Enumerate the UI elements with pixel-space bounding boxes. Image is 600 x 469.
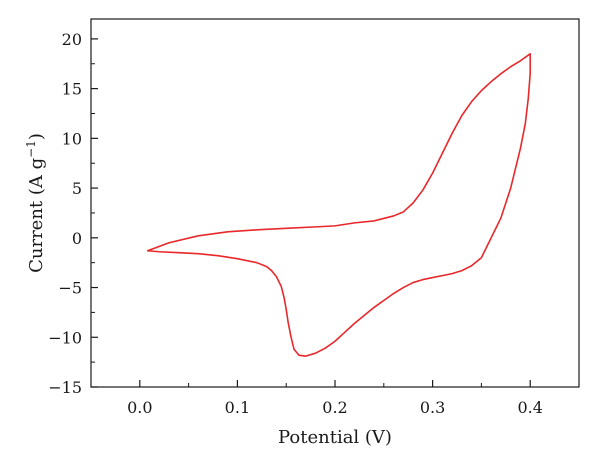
y-axis-title-main: Current (A g	[26, 158, 47, 273]
y-tick-label: 0	[72, 229, 82, 248]
x-tick-label: 0.3	[420, 398, 445, 417]
x-ticks: 0.0 0.1 0.2 0.3 0.4	[127, 380, 543, 417]
y-tick-label: 10	[62, 129, 82, 148]
x-tick-label: 0.2	[322, 398, 347, 417]
x-tick-label: 0.0	[127, 398, 152, 417]
y-axis-title-superscript: −1	[24, 140, 38, 158]
x-tick-label: 0.1	[225, 398, 250, 417]
y-tick-label: 20	[62, 30, 82, 49]
y-tick-label: −10	[48, 328, 82, 347]
x-tick-label: 0.4	[517, 398, 542, 417]
y-tick-label: 15	[62, 80, 82, 99]
y-axis-title: Current (A g−1)	[24, 133, 47, 273]
cv-curve-line	[146, 53, 532, 357]
y-ticks: −15 −10 −5 0 5 10 15 20	[48, 30, 98, 397]
series-layer	[146, 53, 532, 357]
y-tick-label: 5	[72, 179, 82, 198]
y-tick-label: −5	[58, 279, 82, 298]
y-axis-title-close: )	[26, 133, 47, 140]
y-tick-label: −15	[48, 378, 82, 397]
x-axis-title: Potential (V)	[278, 427, 392, 448]
